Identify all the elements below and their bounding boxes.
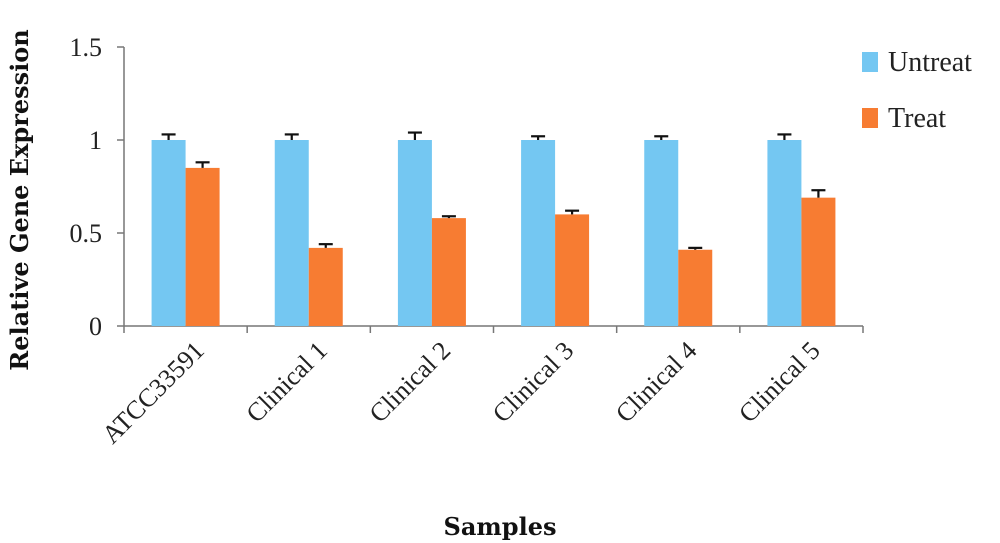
bar-untreat — [274, 140, 309, 326]
legend: Untreat Treat — [862, 47, 972, 134]
legend-label: Untreat — [888, 47, 972, 78]
bar-untreat — [767, 140, 802, 326]
y-tick-label: 1.5 — [70, 33, 103, 62]
y-tick-label: 0 — [89, 312, 102, 341]
bar-treat — [555, 214, 590, 326]
x-tick-label: Clinical 1 — [240, 336, 333, 429]
y-axis-title: Relative Gene Expression — [5, 29, 34, 370]
x-tick-label: ATCC33591 — [96, 336, 209, 449]
y-tick-label: 0.5 — [70, 219, 103, 248]
x-tick-label: Clinical 4 — [610, 336, 703, 429]
bar-treat — [678, 249, 713, 326]
error-bars — [161, 131, 826, 250]
bar-untreat — [397, 140, 432, 326]
x-ticks — [123, 326, 864, 333]
y-ticks: 0 0.5 1 1.5 — [70, 33, 124, 341]
y-tick-label: 1 — [89, 126, 102, 155]
bar-treat — [431, 218, 466, 326]
bar-untreat — [521, 140, 556, 326]
x-tick-label: Clinical 5 — [733, 336, 826, 429]
bars — [151, 140, 836, 326]
bar-untreat — [151, 140, 186, 326]
x-axis-title: Samples — [444, 512, 557, 541]
chart-axes — [123, 47, 863, 327]
legend-label: Treat — [888, 103, 946, 134]
x-tick-label: Clinical 3 — [487, 336, 580, 429]
bar-treat — [308, 247, 343, 326]
legend-swatch — [862, 52, 878, 72]
bar-treat — [185, 167, 220, 326]
x-tick-label: Clinical 2 — [364, 336, 457, 429]
legend-swatch — [862, 108, 878, 128]
bar-untreat — [644, 140, 679, 326]
bar-treat — [801, 197, 836, 326]
category-labels: ATCC33591 Clinical 1 Clinical 2 Clinical 3 C… — [96, 336, 825, 449]
